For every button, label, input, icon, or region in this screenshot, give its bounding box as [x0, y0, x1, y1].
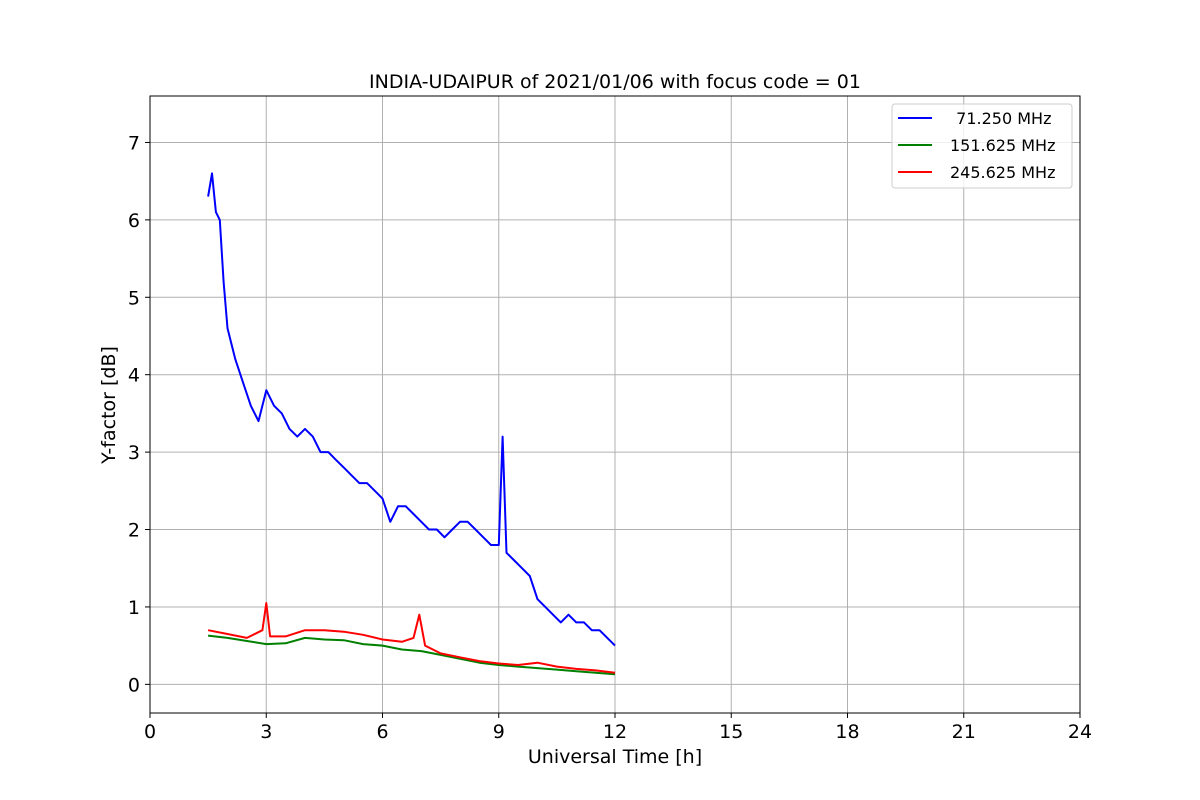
x-tick-label: 24 — [1068, 721, 1092, 743]
legend-label-series-2: 245.625 MHz — [950, 163, 1055, 182]
series-line-0 — [207, 172, 616, 647]
y-tick-label: 3 — [128, 442, 140, 464]
y-tick-label: 5 — [128, 287, 140, 309]
series-line-2 — [207, 602, 616, 674]
legend-label-series-0: 71.250 MHz — [946, 109, 1051, 128]
x-tick-label: 15 — [719, 721, 743, 743]
x-tick-label: 6 — [376, 721, 388, 743]
y-axis: 0 1 2 3 4 5 6 7 — [128, 132, 150, 696]
x-tick-label: 21 — [952, 721, 976, 743]
y-tick-label: 7 — [128, 132, 140, 154]
chart-title: INDIA-UDAIPUR of 2021/01/06 with focus c… — [369, 71, 861, 93]
x-tick-label: 18 — [835, 721, 859, 743]
x-axis-label: Universal Time [h] — [528, 746, 702, 768]
series-line-1 — [207, 634, 616, 676]
legend: 71.250 MHz 151.625 MHz 245.625 MHz — [891, 103, 1073, 189]
series-layer — [207, 172, 616, 676]
x-axis: 0 3 6 9 12 15 18 21 24 — [144, 713, 1092, 743]
y-tick-label: 6 — [128, 210, 140, 232]
x-tick-label: 0 — [144, 721, 156, 743]
x-tick-label: 12 — [603, 721, 627, 743]
x-tick-label: 9 — [493, 721, 505, 743]
x-tick-label: 3 — [260, 721, 272, 743]
y-axis-label: Y-factor [dB] — [98, 346, 120, 465]
y-tick-label: 1 — [128, 597, 140, 619]
legend-label-series-1: 151.625 MHz — [950, 136, 1055, 155]
y-tick-label: 2 — [128, 520, 140, 542]
y-tick-label: 4 — [128, 365, 140, 387]
y-tick-label: 0 — [128, 674, 140, 696]
legend-frame — [891, 103, 1073, 189]
